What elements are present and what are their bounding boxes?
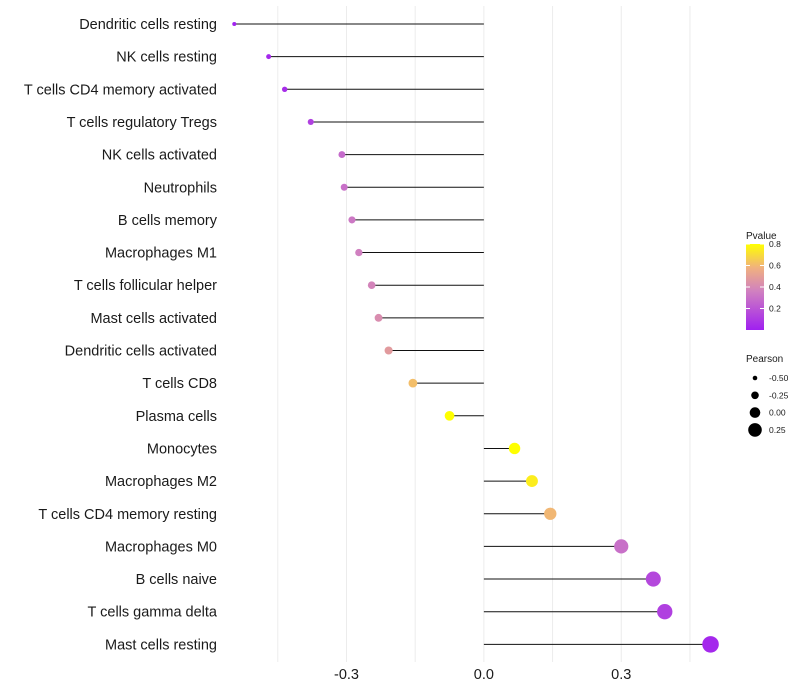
point-1 xyxy=(266,54,272,60)
pearson-legend-dot-1 xyxy=(751,391,759,400)
y-label-18: T cells gamma delta xyxy=(88,605,218,621)
point-17 xyxy=(645,571,661,587)
pearson-legend-label-1: -0.25 xyxy=(769,390,789,400)
y-label-9: Mast cells activated xyxy=(90,311,217,327)
y-label-4: NK cells activated xyxy=(102,148,217,164)
pearson-legend-label-2: 0.00 xyxy=(769,408,786,418)
pearson-legend-entries: -0.50 -0.25 0.00 0.25 xyxy=(748,373,789,437)
point-15 xyxy=(544,507,557,520)
y-label-1: NK cells resting xyxy=(116,50,217,66)
x-tick-label-0: -0.3 xyxy=(334,667,359,683)
point-2 xyxy=(281,86,288,92)
y-label-15: T cells CD4 memory resting xyxy=(38,507,217,523)
pearson-legend-dot-0 xyxy=(752,375,758,381)
point-10 xyxy=(384,346,393,355)
pearson-legend-dot-3 xyxy=(748,423,762,437)
pearson-legend-dot-2 xyxy=(749,407,761,418)
point-8 xyxy=(367,281,376,290)
y-label-7: Macrophages M1 xyxy=(105,246,217,262)
point-3 xyxy=(307,118,314,125)
point-6 xyxy=(348,216,356,224)
point-4 xyxy=(338,151,346,159)
point-5 xyxy=(340,183,348,191)
pearson-legend-label-0: -0.50 xyxy=(769,373,789,383)
y-label-3: T cells regulatory Tregs xyxy=(67,115,217,131)
point-7 xyxy=(355,248,363,257)
x-axis-tick-labels: -0.3 0.0 0.3 xyxy=(334,667,631,683)
pvalue-legend-title: Pvalue xyxy=(746,231,777,242)
pvalue-tick-label-3: 0.8 xyxy=(769,239,781,249)
point-13 xyxy=(508,442,521,455)
point-18 xyxy=(657,604,673,620)
point-11 xyxy=(408,378,418,388)
y-label-8: T cells follicular helper xyxy=(74,278,217,294)
y-label-5: Neutrophils xyxy=(144,180,217,196)
pvalue-tick-label-1: 0.4 xyxy=(769,282,781,292)
y-label-19: Mast cells resting xyxy=(105,637,217,653)
point-14 xyxy=(526,475,538,488)
pearson-legend-title: Pearson xyxy=(746,354,783,365)
pearson-legend: Pearson -0.50 -0.25 0.00 0.25 xyxy=(746,354,789,437)
y-label-10: Dendritic cells activated xyxy=(65,344,217,360)
points-layer xyxy=(232,21,719,653)
grid-layer xyxy=(277,6,691,662)
y-label-14: Macrophages M2 xyxy=(105,474,217,490)
stems-layer xyxy=(234,23,711,645)
pvalue-colorbar xyxy=(746,244,764,330)
x-tick-label-2: 0.3 xyxy=(611,667,631,683)
point-9 xyxy=(374,313,383,322)
y-label-12: Plasma cells xyxy=(136,409,217,425)
pearson-legend-label-3: 0.25 xyxy=(769,425,786,435)
point-19 xyxy=(702,636,719,653)
y-label-2: T cells CD4 memory activated xyxy=(24,82,217,98)
pvalue-legend-ticks: 0.2 0.4 0.6 0.8 xyxy=(746,239,781,314)
point-12 xyxy=(444,410,455,421)
pvalue-tick-label-2: 0.6 xyxy=(769,261,781,271)
y-label-13: Monocytes xyxy=(147,441,217,457)
point-16 xyxy=(614,539,629,554)
y-label-11: T cells CD8 xyxy=(142,376,217,392)
y-axis-labels: Dendritic cells resting NK cells resting T… xyxy=(24,17,218,653)
y-label-16: Macrophages M0 xyxy=(105,539,217,555)
y-label-0: Dendritic cells resting xyxy=(79,17,217,33)
x-tick-label-1: 0.0 xyxy=(474,667,494,683)
y-label-17: B cells naive xyxy=(136,572,217,588)
point-0 xyxy=(232,21,237,27)
pvalue-tick-label-0: 0.2 xyxy=(769,304,781,314)
y-label-6: B cells memory xyxy=(118,213,218,229)
pvalue-legend: Pvalue 0.2 0.4 0.6 0.8 xyxy=(746,231,781,330)
